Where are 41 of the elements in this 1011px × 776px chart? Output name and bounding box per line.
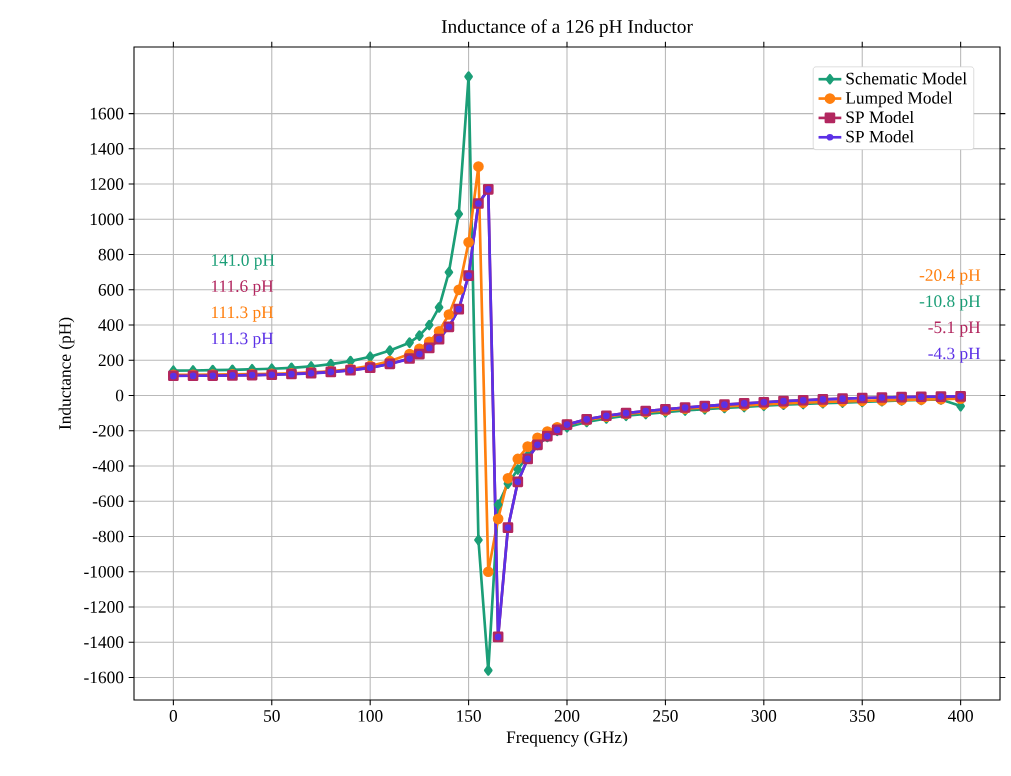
y-tick-label: 600 [98,283,124,296]
x-tick-label: 350 [850,710,875,722]
chart-title: Inductance of a 126 pH Inductor [441,19,693,37]
annotation: 141.0 pH [212,254,275,270]
annotation: 111.3 pH [212,332,274,348]
legend-label: Lumped Model [845,91,953,108]
y-tick-label: -1000 [84,565,124,578]
x-tick-label: 100 [358,710,383,722]
legend-label: SP Model [846,110,914,124]
y-tick-label: -1600 [84,671,124,684]
y-tick-label: 800 [98,248,124,261]
legend-label: SP Model [846,130,914,143]
x-tick-label: 400 [947,710,973,722]
annotation: -10.8 pH [919,295,981,311]
annotation: -4.3 pH [928,347,981,363]
annotation: 111.6 pH [212,280,274,296]
x-tick-label: 250 [653,710,678,722]
annotation: -5.1 pH [928,321,981,337]
y-tick-label: 200 [98,354,124,367]
legend-label: Schematic Model [846,72,967,85]
annotation: 111.3 pH [212,306,274,322]
x-tick-label: 150 [457,710,481,722]
y-tick-label: 1600 [90,107,124,120]
annotation: -20.4 pH [919,269,981,285]
y-tick-label: 1400 [90,143,124,155]
x-axis-title: Frequency (GHz) [506,730,628,747]
y-tick-label: 0 [115,389,124,402]
y-axis-title: Inductance (pH) [58,317,75,430]
x-tick-label: 0 [169,710,178,722]
x-tick-label: 50 [264,710,280,722]
y-tick-label: 1200 [90,178,124,190]
y-tick-label: -1200 [84,601,124,613]
x-tick-label: 300 [751,710,777,722]
y-tick-label: -200 [92,424,124,437]
y-tick-label: -600 [92,495,124,508]
y-tick-label: 1000 [90,213,124,226]
y-tick-label: 400 [98,319,124,331]
x-tick-label: 200 [554,710,580,722]
y-tick-label: -400 [92,460,124,472]
y-tick-label: -800 [92,530,124,543]
y-tick-label: -1400 [84,636,124,649]
